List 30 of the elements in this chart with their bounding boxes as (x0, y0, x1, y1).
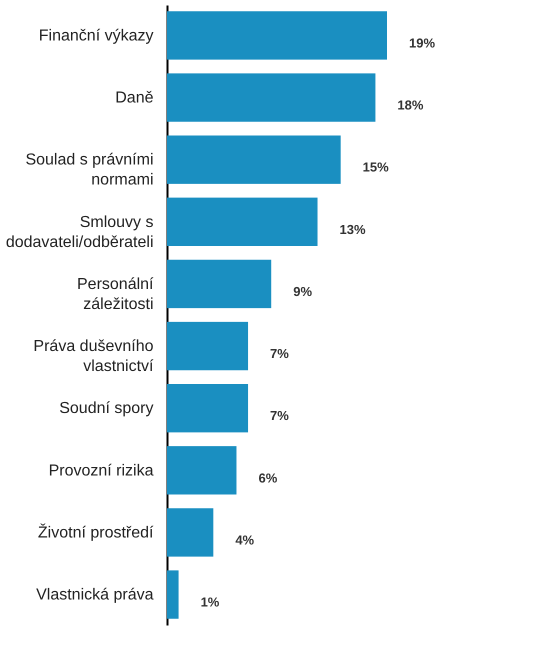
bar (167, 11, 387, 60)
y-tick-label: Personální záležitosti (77, 276, 154, 313)
bar (167, 260, 272, 308)
data-label: 19% (409, 35, 436, 50)
bar (167, 570, 179, 619)
bar (167, 446, 236, 495)
data-label: 4% (235, 532, 255, 548)
y-tick-label: Daně (115, 90, 154, 107)
y-tick-label: Soulad s právními normami (25, 152, 154, 189)
y-tick-label: Provozní rizika (48, 462, 154, 480)
bar (167, 508, 214, 557)
bar (167, 198, 318, 246)
y-tick-label: Soudní spory (59, 400, 154, 418)
y-tick-label: Práva duševního vlastnictví (33, 338, 154, 376)
bar (167, 135, 341, 184)
data-label: 7% (270, 408, 290, 424)
bar (167, 322, 248, 370)
y-tick-label: Vlastnická práva (36, 586, 154, 604)
data-label: 6% (258, 470, 278, 486)
data-label: 13% (340, 222, 366, 237)
data-label: 1% (200, 594, 220, 610)
bar (167, 384, 248, 432)
y-tick-label: Smlouvy s dodavateli/odběrateli (6, 214, 154, 251)
data-label: 7% (270, 346, 290, 362)
data-label: 18% (397, 98, 424, 113)
bar (167, 73, 376, 122)
y-tick-label: Finanční výkazy (38, 27, 154, 44)
y-tick-label: Životní prostředí (38, 523, 154, 542)
data-label: 9% (293, 284, 312, 299)
data-label: 15% (362, 160, 390, 175)
